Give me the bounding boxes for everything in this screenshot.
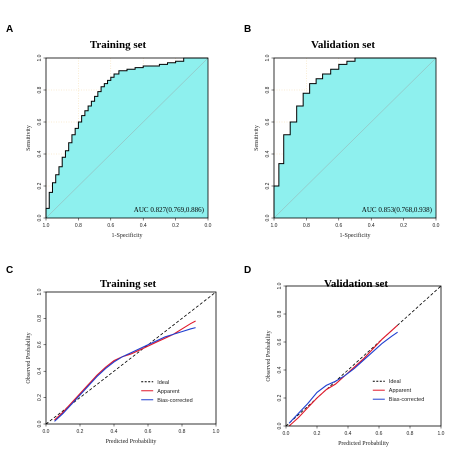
y-tick-label: 0.4 <box>37 368 43 375</box>
diagonal-reference-line <box>45 57 209 219</box>
y-tick-label: 1.0 <box>37 288 43 295</box>
x-tick-label: 0.2 <box>77 429 84 435</box>
y-tick-label: 0.0 <box>277 422 283 429</box>
legend-label: Apparent <box>389 388 412 394</box>
series-apparent <box>288 324 398 427</box>
x-tick-label: 0.8 <box>179 429 186 435</box>
chart-title: Validation set <box>311 39 375 51</box>
x-tick-label: 1.0 <box>438 431 445 437</box>
x-tick-label: 0.0 <box>43 429 50 435</box>
legend-label: Ideal <box>157 380 169 386</box>
x-tick-label: 0.4 <box>111 429 118 435</box>
y-tick-label: 0.0 <box>265 214 271 221</box>
y-tick-label: 0.2 <box>277 394 283 401</box>
y-tick-label: 1.0 <box>277 282 283 289</box>
legend-label: Ideal <box>389 379 401 385</box>
y-tick-label: 0.0 <box>37 420 43 427</box>
plot-frame <box>285 285 442 427</box>
x-tick-label: 0.4 <box>368 223 375 229</box>
y-tick-label: 0.8 <box>265 86 271 93</box>
y-tick-label: 0.6 <box>265 118 271 125</box>
panel-c: C Training set Ideal Apparent Bias-corrected… <box>6 265 220 445</box>
x-tick-label: 0.2 <box>314 431 321 437</box>
series-bias-corrected <box>288 331 398 424</box>
chart-title: Training set <box>90 39 147 51</box>
panel-letter: B <box>244 24 251 35</box>
y-tick-label: 1.0 <box>265 54 271 61</box>
x-tick-label: 0.2 <box>400 223 407 229</box>
x-axis-label: Predicted Probability <box>106 439 157 445</box>
x-tick-label: 1.0 <box>271 223 278 229</box>
y-tick-label: 0.2 <box>265 182 271 189</box>
panel-b: B Validation set AUC 0.853(0.768,0.938) 1.0… <box>244 24 440 239</box>
x-tick-label: 1.0 <box>213 429 220 435</box>
x-tick-label: 0.4 <box>140 223 147 229</box>
legend-label: Bias-corrected <box>389 397 424 403</box>
auc-label: AUC 0.853(0.768,0.938) <box>362 206 433 214</box>
auc-label: AUC 0.827(0.769,0.886) <box>134 206 205 214</box>
y-tick-label: 0.4 <box>265 150 271 157</box>
x-tick-label: 0.6 <box>107 223 114 229</box>
x-axis-label: 1-Specificity <box>112 232 143 239</box>
panel-letter: A <box>6 24 13 35</box>
plot-frame <box>45 291 217 425</box>
panel-d: D Validation set Ideal Apparent Bias-correct… <box>244 265 445 447</box>
diagonal-reference-line <box>273 57 437 219</box>
panel-letter: C <box>6 265 13 276</box>
x-tick-label: 0.0 <box>283 431 290 437</box>
x-tick-label: 0.8 <box>303 223 310 229</box>
x-tick-label: 0.4 <box>345 431 352 437</box>
series-apparent <box>54 320 196 421</box>
y-tick-label: 0.2 <box>37 394 43 401</box>
y-axis-label: Observed Probability <box>26 332 32 383</box>
chart-title: Training set <box>100 278 157 290</box>
y-axis-label: Observed Probability <box>266 330 272 381</box>
x-tick-label: 0.6 <box>376 431 383 437</box>
plot-frame <box>273 57 437 219</box>
series-bias-corrected <box>54 327 196 422</box>
series-ideal <box>285 285 442 427</box>
x-tick-label: 0.6 <box>145 429 152 435</box>
y-tick-label: 0.6 <box>37 341 43 348</box>
y-tick-label: 0.4 <box>37 150 43 157</box>
legend-label: Bias-corrected <box>157 398 192 404</box>
x-tick-label: 0.8 <box>75 223 82 229</box>
chart-title: Validation set <box>324 278 388 290</box>
x-tick-label: 0.0 <box>205 223 212 229</box>
y-tick-label: 0.4 <box>277 366 283 373</box>
roc-curve <box>273 57 436 218</box>
x-tick-label: 0.6 <box>335 223 342 229</box>
x-tick-label: 0.0 <box>433 223 440 229</box>
roc-curve <box>45 57 208 218</box>
y-tick-label: 0.6 <box>277 338 283 345</box>
y-tick-label: 0.8 <box>37 315 43 322</box>
y-tick-label: 0.8 <box>37 86 43 93</box>
series-ideal <box>45 291 217 425</box>
legend-label: Apparent <box>157 389 180 395</box>
x-axis-label: 1-Specificity <box>340 232 371 239</box>
y-tick-label: 0.2 <box>37 182 43 189</box>
x-tick-label: 1.0 <box>43 223 50 229</box>
x-tick-label: 0.2 <box>172 223 179 229</box>
y-tick-label: 0.0 <box>37 214 43 221</box>
plot-frame <box>45 57 209 219</box>
y-tick-label: 0.6 <box>37 118 43 125</box>
x-tick-label: 0.8 <box>407 431 414 437</box>
y-axis-label: Sensitivity <box>254 125 260 151</box>
y-tick-label: 1.0 <box>37 54 43 61</box>
panel-letter: D <box>244 265 251 276</box>
y-tick-label: 0.8 <box>277 310 283 317</box>
x-axis-label: Predicted Probability <box>338 441 389 447</box>
y-axis-label: Sensitivity <box>26 125 32 151</box>
